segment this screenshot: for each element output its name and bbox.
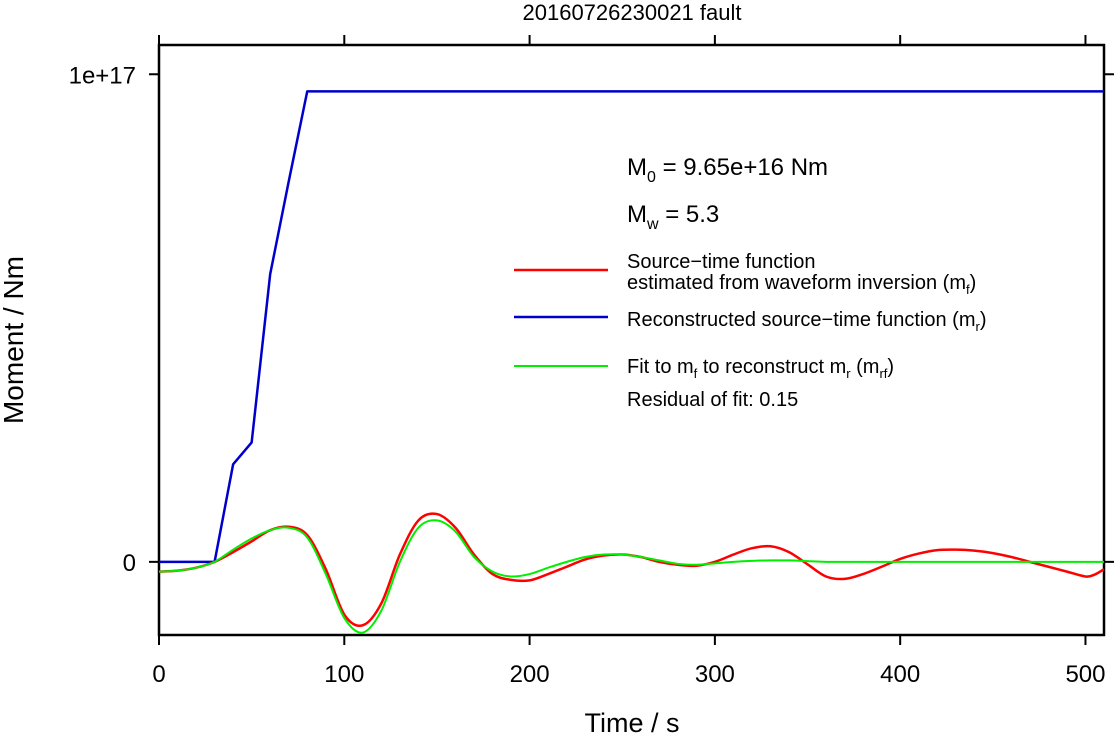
series-reconstructed xyxy=(159,90,1104,564)
y-axis-label: Moment / Nm xyxy=(0,256,29,424)
m0-annotation: M0 = 9.65e+16 Nm xyxy=(627,154,828,186)
series-source-time xyxy=(158,512,1105,627)
mw-annotation: Mw = 5.3 xyxy=(627,201,719,233)
y-tick-label-1: 1e+17 xyxy=(69,62,136,89)
legend: Source−time function estimated from wave… xyxy=(514,251,987,411)
chart-title: 20160726230021 fault xyxy=(523,0,742,25)
x-tick-label-4: 400 xyxy=(880,661,920,688)
x-tick-label-2: 200 xyxy=(510,661,550,688)
legend-label-fit: Fit to mf to reconstruct mr (mrf) xyxy=(627,356,894,381)
plot-frame xyxy=(157,43,1106,637)
y-tick-label-0: 0 xyxy=(123,550,136,577)
axis-ticks xyxy=(149,35,1114,645)
residual-annotation: Residual of fit: 0.15 xyxy=(627,389,798,411)
axis-tick-labels: 0 100 200 300 400 500 0 1e+17 xyxy=(69,62,1106,688)
series-fit xyxy=(158,519,1104,634)
legend-label-source-time-1: Source−time function xyxy=(627,251,815,273)
legend-label-source-time-2: estimated from waveform inversion (mf) xyxy=(627,272,976,297)
x-tick-label-0: 0 xyxy=(152,661,165,688)
x-axis-label: Time / s xyxy=(584,708,679,736)
legend-label-reconstructed: Reconstructed source−time function (mr) xyxy=(627,309,987,334)
x-tick-label-1: 100 xyxy=(324,661,364,688)
x-tick-label-3: 300 xyxy=(695,661,735,688)
x-tick-label-5: 500 xyxy=(1065,661,1105,688)
series-layer xyxy=(158,90,1105,634)
